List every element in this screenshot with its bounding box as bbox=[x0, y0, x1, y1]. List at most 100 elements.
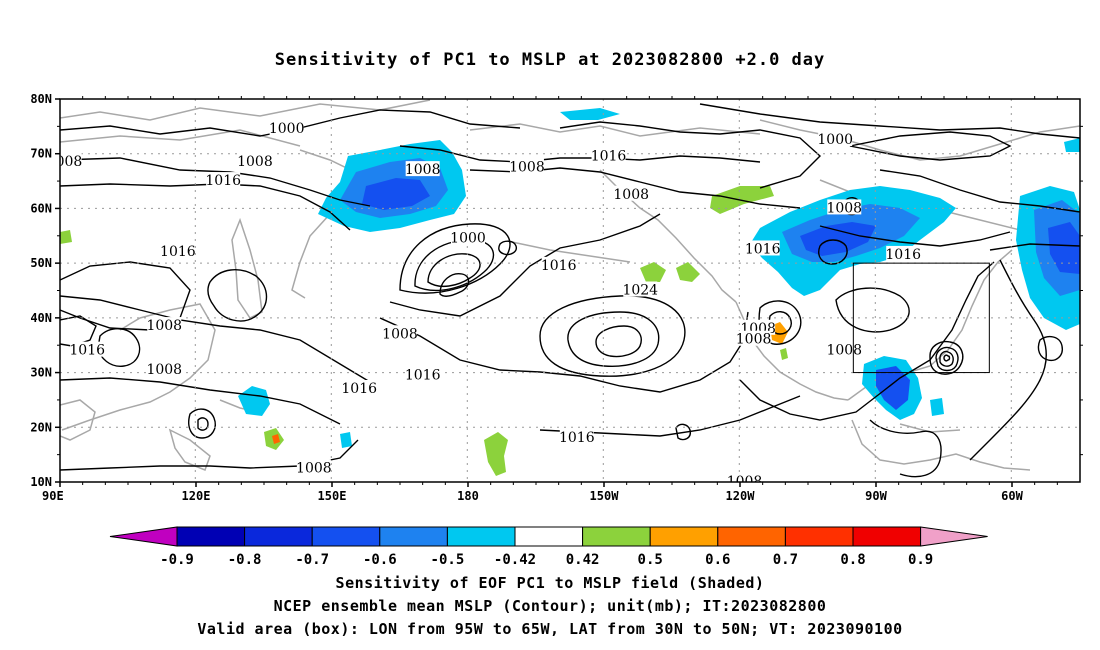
contour-label: 1016 bbox=[559, 430, 595, 446]
lat-tick-label: 30N bbox=[30, 366, 52, 380]
contour-label: 1016 bbox=[341, 381, 377, 397]
contour-label: 1008 bbox=[826, 343, 862, 359]
graticule bbox=[60, 99, 1080, 482]
colorbar-segment bbox=[379, 526, 448, 547]
colorbar-label: -0.5 bbox=[431, 552, 465, 568]
contour-label: 1016 bbox=[541, 258, 577, 274]
contour-label-bg bbox=[736, 330, 771, 346]
contour-label-bg bbox=[405, 161, 440, 177]
contour-label: 1008 bbox=[736, 332, 772, 348]
lon-tick-label: 60W bbox=[1001, 489, 1023, 503]
contour-label: 1008 bbox=[613, 187, 649, 203]
colorbar-label: 0.8 bbox=[840, 552, 865, 568]
caption-valid-area: Valid area (box): LON from 95W to 65W, L… bbox=[197, 620, 903, 638]
lat-tick-label: 80N bbox=[30, 92, 52, 106]
colorbar-segment bbox=[311, 526, 381, 547]
contour-label: 1008 bbox=[296, 460, 332, 476]
colorbar-segment bbox=[717, 526, 786, 547]
contour-label-bg bbox=[160, 243, 195, 259]
contour-label-bg bbox=[886, 245, 921, 261]
contour-label-bg bbox=[827, 199, 862, 215]
contour-label: 1008 bbox=[146, 318, 182, 334]
lon-tick-label: 150W bbox=[590, 489, 620, 503]
contour-label: 1008 bbox=[237, 154, 273, 170]
coastlines bbox=[60, 99, 1080, 471]
colorbar-segment bbox=[244, 526, 313, 547]
contour-label: 1008 bbox=[509, 159, 545, 175]
contour-label: 1008 bbox=[727, 474, 763, 490]
contour-label: 1016 bbox=[591, 148, 627, 164]
lat-tick-label: 50N bbox=[30, 256, 52, 270]
valid-area-box bbox=[852, 262, 990, 374]
contour-label-bg bbox=[591, 147, 626, 163]
map-frame bbox=[59, 98, 1081, 483]
contour-label: 1008 bbox=[405, 162, 441, 178]
contour-label: 1016 bbox=[745, 241, 781, 257]
contour-label: 1016 bbox=[405, 367, 441, 383]
contour-label-bg bbox=[614, 185, 649, 201]
contour-label-bg bbox=[818, 131, 853, 147]
colorbar-low-extend bbox=[109, 526, 178, 547]
contour-label-bg bbox=[147, 317, 182, 333]
colorbar-label: -0.7 bbox=[295, 552, 329, 568]
colorbar-segment bbox=[582, 526, 651, 547]
contour-label-bg bbox=[70, 341, 105, 357]
lat-tick-label: 70N bbox=[30, 147, 52, 161]
colorbar-segment bbox=[176, 526, 246, 547]
lon-tick-label: 90W bbox=[865, 489, 887, 503]
colorbar-label: -0.42 bbox=[494, 552, 536, 568]
lat-tick-label: 60N bbox=[30, 201, 52, 215]
contour-label: 1016 bbox=[69, 343, 105, 359]
contour-label-bg bbox=[383, 325, 417, 341]
colorbar-label: -0.9 bbox=[160, 552, 194, 568]
contour-label-bg bbox=[342, 379, 377, 395]
contour-label-bg bbox=[296, 459, 331, 475]
lon-tick-label: 120W bbox=[726, 489, 756, 503]
caption-sensitivity: Sensitivity of EOF PC1 to MSLP field (Sh… bbox=[335, 574, 765, 592]
contour-label-bg bbox=[623, 281, 658, 297]
contour-label: 1016 bbox=[160, 244, 196, 260]
contour-label: 1000 bbox=[817, 132, 853, 148]
contour-label-bg bbox=[745, 240, 780, 256]
contour-label-bg bbox=[269, 120, 304, 136]
contour-label-bg bbox=[147, 360, 182, 376]
contour-label: 1000 bbox=[269, 121, 305, 137]
contour-label-bg bbox=[509, 158, 544, 174]
contour-label-bg bbox=[451, 229, 485, 245]
contour-label: 1000 bbox=[450, 231, 486, 247]
colorbar-label: 0.6 bbox=[705, 552, 730, 568]
colorbar-label: -0.8 bbox=[228, 552, 262, 568]
contour-label-bg bbox=[206, 172, 241, 188]
lat-tick-label: 10N bbox=[30, 475, 52, 489]
colorbar-segment bbox=[784, 526, 854, 547]
contour-label: 1024 bbox=[622, 283, 658, 299]
lat-tick-label: 40N bbox=[30, 311, 52, 325]
colorbar-label: 0.7 bbox=[773, 552, 798, 568]
contour-label: 1016 bbox=[205, 173, 241, 189]
colorbar-label: -0.6 bbox=[363, 552, 397, 568]
contour-labels: 1000 1008 1016 1008 1008 1008 1016 1008 1000 1008… bbox=[47, 120, 921, 490]
colorbar-high-extend bbox=[920, 526, 988, 547]
contour-label: 1008 bbox=[146, 362, 182, 378]
contour-label: 1008 bbox=[382, 326, 418, 342]
colorbar-segment bbox=[446, 526, 516, 547]
contour-label: 1008 bbox=[826, 200, 862, 216]
contour-label: 1008 bbox=[47, 154, 83, 170]
lon-tick-label: 180 bbox=[457, 489, 479, 503]
contour-label-bg bbox=[727, 473, 762, 482]
lon-tick-label: 120E bbox=[182, 489, 211, 503]
contour-label-bg bbox=[237, 152, 272, 168]
lon-tick-label: 150E bbox=[318, 489, 347, 503]
contour-label-bg bbox=[559, 429, 594, 445]
contour-label-bg bbox=[827, 341, 862, 357]
lon-tick-label: 90E bbox=[42, 489, 64, 503]
colorbar-segment bbox=[514, 526, 584, 547]
colorbar-label: 0.9 bbox=[908, 552, 933, 568]
contour-label-bg bbox=[541, 256, 576, 272]
lat-tick-label: 20N bbox=[30, 420, 52, 434]
colorbar-segment bbox=[649, 526, 719, 547]
contour-label-bg bbox=[60, 152, 82, 168]
contour-label-bg bbox=[405, 366, 440, 382]
